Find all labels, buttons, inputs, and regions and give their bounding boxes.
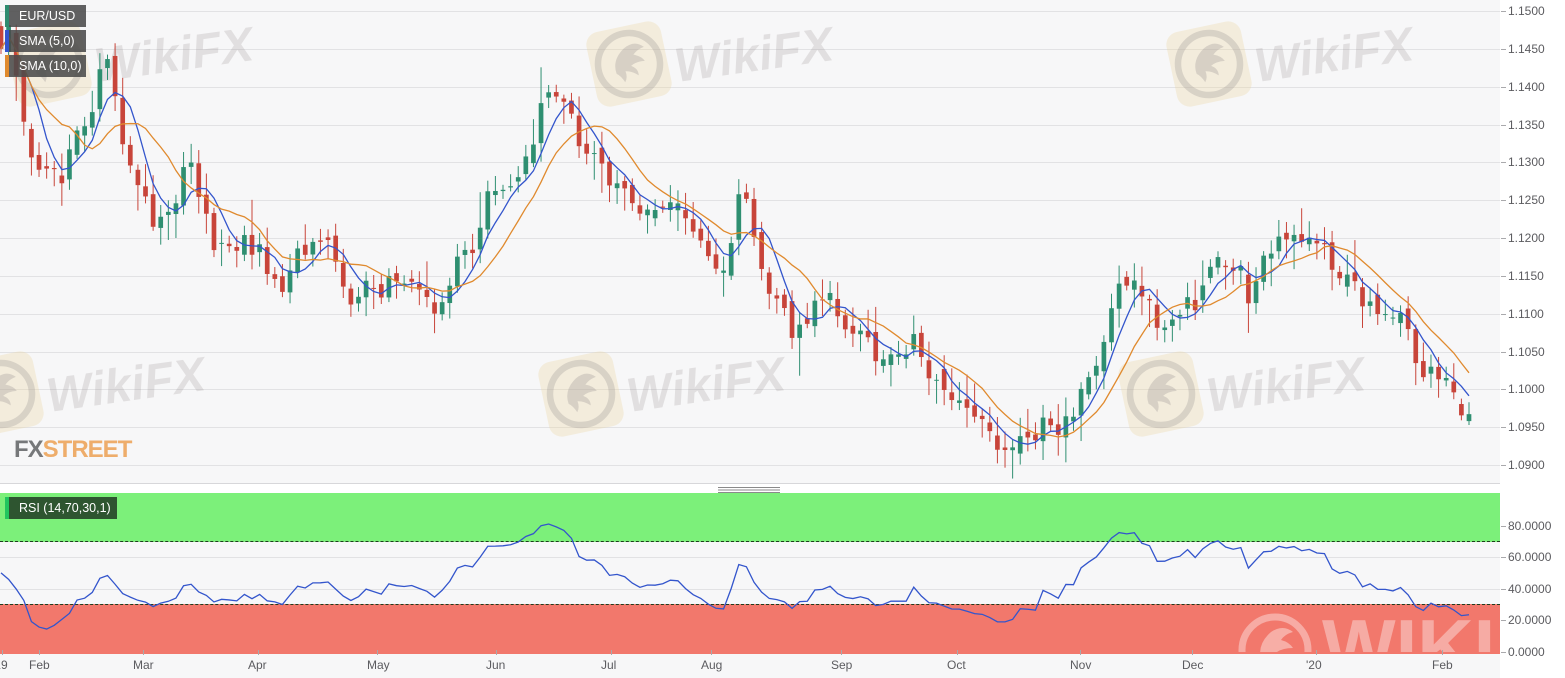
svg-text:WIKI: WIKI — [1322, 606, 1495, 651]
